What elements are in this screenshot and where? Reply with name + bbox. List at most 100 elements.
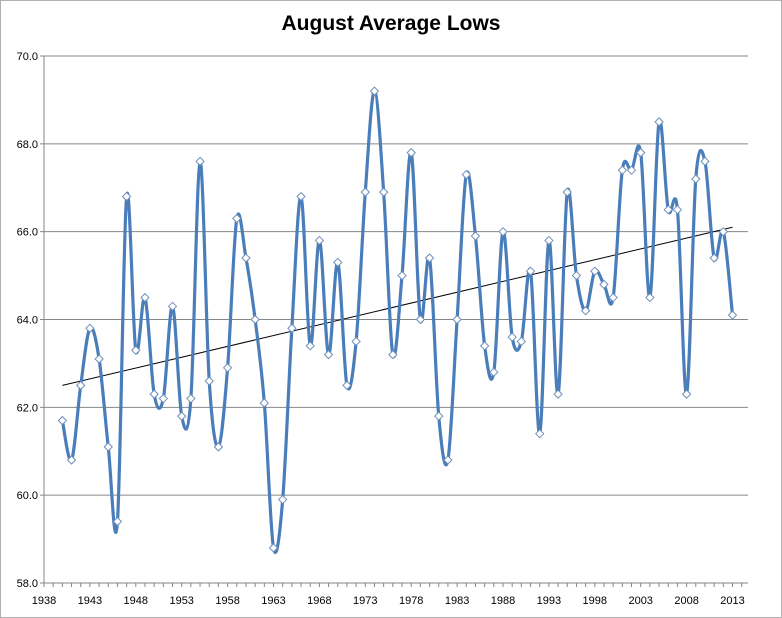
data-point-1961 — [250, 314, 260, 325]
data-point-1984 — [461, 169, 471, 180]
data-point-1942 — [76, 380, 86, 391]
data-point-1967 — [305, 341, 315, 351]
data-point-1987 — [489, 367, 499, 377]
data-point-1960 — [241, 253, 251, 263]
data-point-1959 — [232, 213, 242, 224]
data-point-1956 — [204, 376, 214, 386]
x-tick-label: 2013 — [720, 595, 744, 607]
x-tick-label: 1948 — [124, 595, 148, 607]
data-point-1971 — [342, 380, 352, 391]
data-point-1991 — [525, 266, 536, 276]
x-tick-label: 1978 — [399, 595, 423, 607]
y-tick-label: 68.0 — [17, 139, 38, 151]
data-point-1985 — [470, 231, 481, 241]
x-tick-label: 1953 — [169, 595, 193, 607]
data-point-1950 — [149, 389, 159, 399]
y-tick-label: 64.0 — [17, 315, 38, 327]
data-point-1955 — [195, 156, 205, 167]
data-point-1972 — [351, 336, 361, 347]
data-point-1952 — [167, 301, 178, 312]
data-point-1978 — [406, 147, 416, 158]
axes — [40, 55, 748, 587]
x-tick-label: 1963 — [261, 595, 285, 607]
data-point-1993 — [544, 235, 554, 246]
data-point-2007 — [672, 205, 683, 215]
trendline-group — [62, 226, 733, 386]
data-point-1974 — [369, 86, 380, 96]
data-point-1962 — [259, 398, 270, 408]
data-point-1947 — [121, 191, 132, 202]
data-point-1964 — [277, 494, 288, 505]
x-tick-label: 1998 — [583, 595, 607, 607]
data-point-2011 — [709, 253, 719, 263]
data-point-1941 — [66, 455, 77, 465]
x-tick-label: 2003 — [628, 595, 652, 607]
x-tick-label: 1943 — [78, 595, 102, 607]
data-point-2003 — [635, 147, 646, 158]
x-tick-label: 1983 — [445, 595, 469, 607]
data-point-1988 — [498, 226, 508, 237]
data-point-1990 — [516, 336, 527, 347]
data-point-2002 — [626, 165, 637, 175]
data-point-1970 — [333, 257, 343, 268]
data-point-1965 — [287, 323, 297, 333]
data-point-1981 — [434, 411, 444, 421]
data-point-1996 — [571, 270, 582, 281]
data-point-1968 — [314, 235, 325, 246]
data-point-1943 — [85, 323, 95, 333]
data-point-1980 — [424, 253, 435, 263]
data-point-1999 — [599, 279, 609, 290]
chart-title: August Average Lows — [281, 12, 501, 35]
y-tick-label: 70.0 — [17, 51, 38, 63]
y-tick-label: 66.0 — [17, 227, 38, 239]
gridlines — [44, 55, 748, 496]
data-point-1973 — [360, 187, 371, 197]
y-axis-tick-labels: 58.0 60.0 62.0 64.0 66.0 68.0 70.0 — [17, 51, 38, 590]
x-axis-tick-labels: 1938 1943 1948 1953 1958 1963 1968 1973 1978 1983… — [32, 595, 745, 607]
trendline — [62, 226, 733, 386]
data-point-1977 — [397, 270, 407, 281]
data-point-2008 — [681, 389, 692, 399]
data-point-1945 — [103, 442, 113, 452]
data-point-2001 — [617, 165, 628, 175]
data-point-1954 — [186, 393, 196, 404]
data-point-2000 — [608, 292, 618, 303]
data-point-1953 — [176, 411, 187, 421]
y-tick-label: 58.0 — [17, 578, 38, 590]
data-point-2013 — [727, 310, 738, 320]
data-point-1979 — [415, 314, 426, 325]
data-point-1957 — [213, 442, 224, 452]
data-point-1951 — [158, 393, 169, 404]
data-point-1969 — [323, 349, 334, 360]
data-point-1948 — [131, 345, 141, 355]
data-point-1946 — [112, 516, 123, 527]
data-point-2004 — [645, 292, 655, 303]
data-point-1995 — [562, 187, 572, 197]
data-point-2009 — [691, 174, 701, 184]
x-tick-label: 1988 — [491, 595, 515, 607]
marker-group — [57, 86, 738, 553]
data-point-1976 — [388, 349, 398, 360]
data-point-1975 — [378, 187, 389, 197]
data-point-2010 — [700, 156, 710, 167]
data-point-1944 — [94, 354, 104, 364]
y-tick-label: 62.0 — [17, 402, 38, 414]
x-tick-label: 1993 — [537, 595, 561, 607]
x-tick-label: 1958 — [215, 595, 239, 607]
data-point-2012 — [718, 226, 729, 237]
data-point-1958 — [222, 363, 233, 373]
data-point-1997 — [580, 306, 591, 316]
data-point-1989 — [507, 332, 517, 342]
data-point-1949 — [140, 292, 150, 303]
x-tick-label: 1938 — [32, 595, 56, 607]
data-point-1998 — [590, 266, 600, 276]
data-point-2005 — [654, 117, 664, 127]
data-point-1966 — [296, 191, 306, 202]
data-point-2006 — [663, 205, 673, 215]
data-point-1983 — [452, 314, 462, 325]
x-tick-label: 1973 — [353, 595, 377, 607]
data-point-1992 — [535, 428, 545, 439]
data-point-1986 — [479, 341, 490, 351]
data-point-1963 — [268, 543, 279, 553]
